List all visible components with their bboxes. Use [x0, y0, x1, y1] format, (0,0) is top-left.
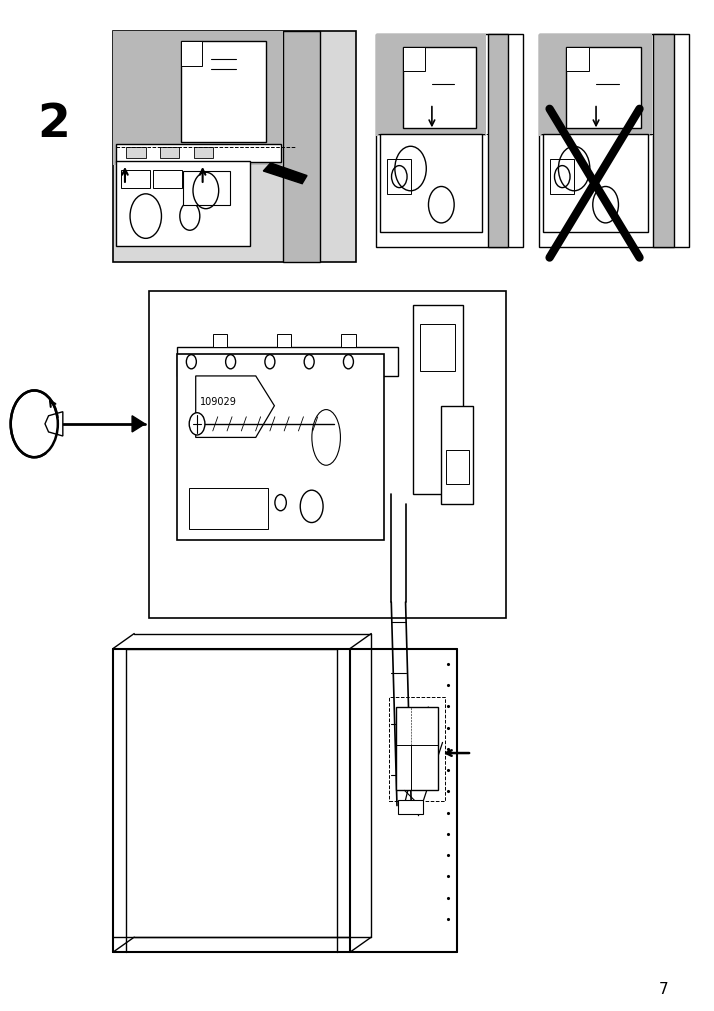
- Bar: [121, 171, 151, 189]
- Bar: [488, 35, 508, 248]
- Bar: [566, 49, 588, 73]
- Bar: [446, 451, 468, 485]
- Bar: [380, 135, 483, 233]
- Polygon shape: [45, 412, 63, 437]
- Bar: [403, 49, 476, 128]
- Bar: [213, 335, 227, 348]
- Bar: [113, 32, 283, 166]
- Bar: [543, 135, 648, 233]
- Bar: [177, 354, 384, 540]
- Bar: [183, 172, 230, 206]
- Bar: [420, 325, 456, 371]
- Bar: [398, 801, 423, 814]
- Bar: [396, 708, 438, 791]
- Bar: [376, 35, 486, 137]
- Text: 109029: 109029: [200, 396, 237, 406]
- Bar: [126, 148, 146, 159]
- Polygon shape: [263, 164, 307, 184]
- Bar: [539, 35, 689, 248]
- Bar: [539, 35, 652, 137]
- Bar: [403, 49, 425, 73]
- Text: 7: 7: [659, 982, 669, 996]
- Circle shape: [189, 413, 205, 436]
- Bar: [341, 335, 356, 348]
- Bar: [177, 348, 398, 377]
- Bar: [653, 35, 674, 248]
- Bar: [413, 305, 463, 494]
- Bar: [113, 32, 356, 263]
- Bar: [283, 32, 321, 263]
- Bar: [116, 162, 250, 247]
- Bar: [153, 171, 182, 189]
- Bar: [550, 160, 574, 194]
- Bar: [160, 148, 179, 159]
- Text: 2: 2: [37, 102, 70, 147]
- Bar: [149, 292, 506, 619]
- Bar: [181, 41, 266, 143]
- Bar: [376, 35, 523, 248]
- Bar: [441, 406, 473, 504]
- Bar: [389, 698, 445, 801]
- Bar: [194, 148, 213, 159]
- Bar: [277, 335, 291, 348]
- Bar: [181, 41, 202, 67]
- Bar: [189, 488, 268, 529]
- Bar: [566, 49, 641, 128]
- Ellipse shape: [312, 410, 341, 466]
- Polygon shape: [132, 417, 145, 433]
- Bar: [387, 160, 411, 194]
- Bar: [116, 146, 281, 163]
